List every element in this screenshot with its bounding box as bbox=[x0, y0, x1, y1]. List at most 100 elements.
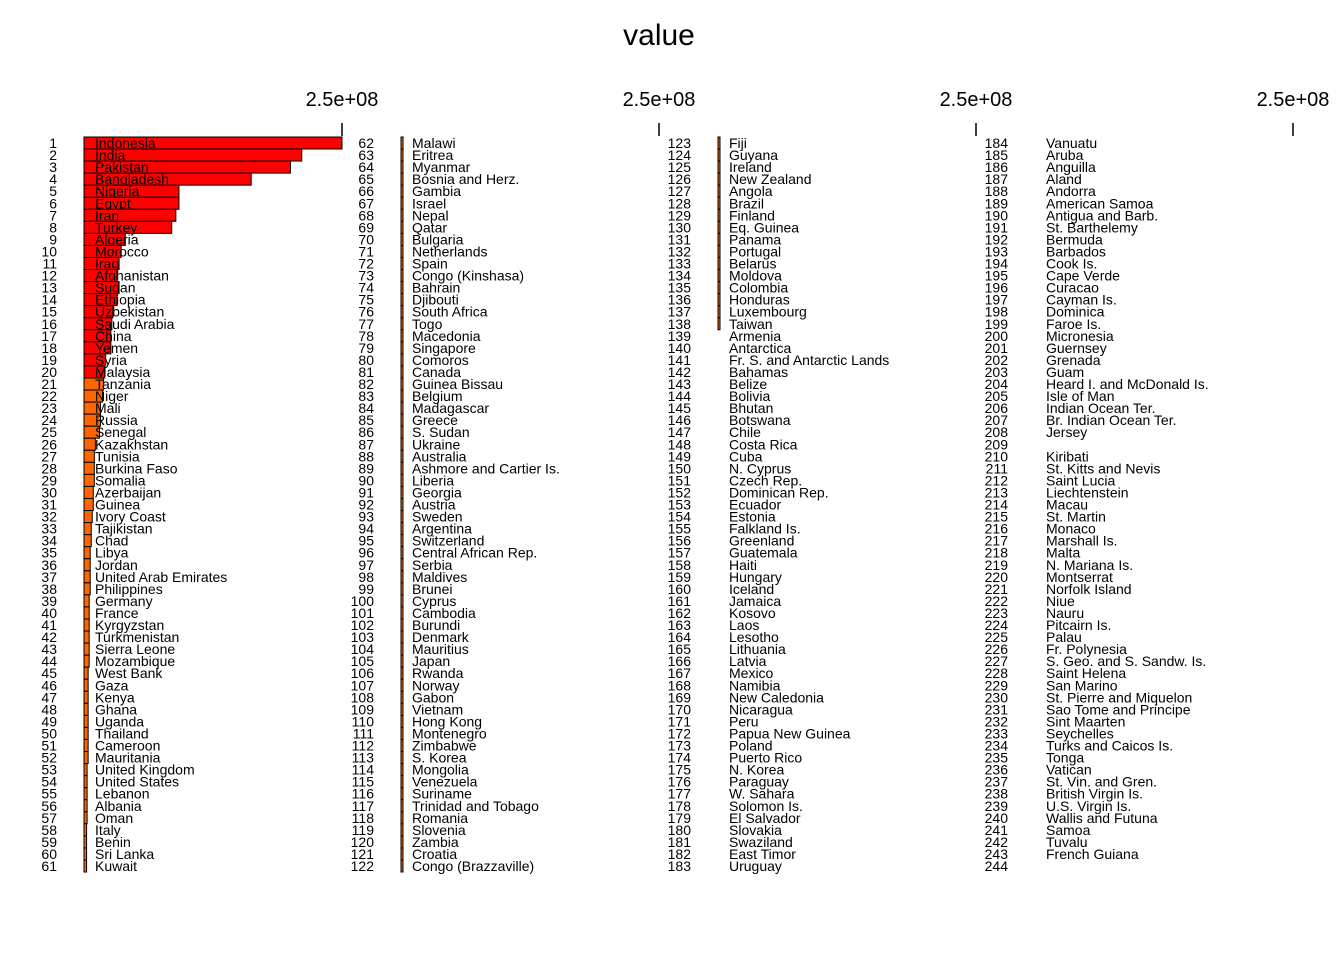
rank-label: 185 bbox=[985, 147, 1009, 163]
rank-label: 96 bbox=[358, 545, 374, 561]
rank-label: 235 bbox=[985, 750, 1009, 766]
rank-label: 39 bbox=[41, 593, 57, 609]
rank-label: 160 bbox=[668, 581, 692, 597]
rank-label: 62 bbox=[358, 135, 374, 151]
country-label: Afghanistan bbox=[95, 268, 169, 284]
rank-label: 36 bbox=[41, 557, 57, 573]
rank-label: 40 bbox=[41, 605, 57, 621]
country-label: Aruba bbox=[1046, 147, 1084, 163]
rank-label: 33 bbox=[41, 521, 57, 537]
country-label: Vietnam bbox=[412, 701, 463, 717]
bar bbox=[400, 160, 404, 174]
country-label: Mongolia bbox=[412, 762, 469, 778]
rank-label: 132 bbox=[668, 243, 692, 259]
country-label: Iceland bbox=[729, 581, 774, 597]
bar bbox=[400, 341, 404, 355]
rank-label: 217 bbox=[985, 533, 1009, 549]
rank-label: 134 bbox=[668, 268, 692, 284]
rank-label: 76 bbox=[358, 304, 374, 320]
country-label: Eritrea bbox=[412, 147, 453, 163]
rank-label: 203 bbox=[985, 364, 1009, 380]
rank-label: 125 bbox=[668, 159, 692, 175]
country-label: Jamaica bbox=[729, 593, 781, 609]
rank-label: 219 bbox=[985, 557, 1009, 573]
country-label: Dominica bbox=[1046, 304, 1105, 320]
country-label: Gaza bbox=[95, 677, 129, 693]
country-label: Lebanon bbox=[95, 786, 150, 802]
bar bbox=[400, 570, 404, 584]
rank-label: 8 bbox=[49, 219, 57, 235]
country-label: Tunisia bbox=[95, 448, 140, 464]
rank-label: 237 bbox=[985, 774, 1009, 790]
rank-label: 231 bbox=[985, 701, 1009, 717]
country-label: Italy bbox=[95, 822, 121, 838]
bar bbox=[83, 666, 89, 680]
rank-label: 162 bbox=[668, 605, 692, 621]
rank-label: 50 bbox=[41, 725, 57, 741]
country-label: Burundi bbox=[412, 617, 460, 633]
rank-label: 30 bbox=[41, 484, 57, 500]
rank-label: 236 bbox=[985, 762, 1009, 778]
country-label: Montserrat bbox=[1046, 569, 1113, 585]
bar bbox=[400, 859, 404, 873]
rank-label: 230 bbox=[985, 689, 1009, 705]
country-label: Haiti bbox=[729, 557, 757, 573]
country-label: Serbia bbox=[412, 557, 453, 573]
bar bbox=[400, 823, 404, 837]
bar bbox=[83, 751, 89, 765]
country-label: Georgia bbox=[412, 484, 462, 500]
rank-label: 149 bbox=[668, 448, 692, 464]
rank-label: 70 bbox=[358, 231, 374, 247]
bar bbox=[83, 835, 88, 849]
rank-label: 51 bbox=[41, 738, 57, 754]
country-label: Belize bbox=[729, 376, 767, 392]
country-label: Montenegro bbox=[412, 725, 487, 741]
rank-label: 16 bbox=[41, 316, 57, 332]
country-label: Togo bbox=[412, 316, 443, 332]
country-label: Antigua and Barb. bbox=[1046, 207, 1158, 223]
country-label: St. Martin bbox=[1046, 509, 1106, 525]
country-label: Djibouti bbox=[412, 292, 459, 308]
rank-label: 3 bbox=[49, 159, 57, 175]
country-label: Bulgaria bbox=[412, 231, 464, 247]
rank-label: 92 bbox=[358, 497, 374, 513]
rank-label: 163 bbox=[668, 617, 692, 633]
bar bbox=[400, 787, 404, 801]
country-label: Guernsey bbox=[1046, 340, 1107, 356]
bar bbox=[400, 425, 404, 439]
country-label: Botswana bbox=[729, 412, 791, 428]
rank-label: 24 bbox=[41, 412, 57, 428]
rank-label: 191 bbox=[985, 219, 1009, 235]
country-label: N. Mariana Is. bbox=[1046, 557, 1133, 573]
rank-label: 107 bbox=[351, 677, 375, 693]
bar bbox=[400, 666, 404, 680]
rank-label: 34 bbox=[41, 533, 57, 549]
rank-label: 174 bbox=[668, 750, 692, 766]
rank-label: 60 bbox=[41, 846, 57, 862]
country-label: Monaco bbox=[1046, 521, 1096, 537]
rank-label: 190 bbox=[985, 207, 1009, 223]
bar bbox=[83, 220, 173, 234]
country-label: Libya bbox=[95, 545, 129, 561]
country-label: Cambodia bbox=[412, 605, 476, 621]
bar bbox=[400, 196, 404, 210]
rank-label: 68 bbox=[358, 207, 374, 223]
bar bbox=[83, 799, 88, 813]
rank-label: 142 bbox=[668, 364, 692, 380]
country-label: Honduras bbox=[729, 292, 790, 308]
country-label: Chile bbox=[729, 424, 761, 440]
rank-label: 42 bbox=[41, 629, 57, 645]
rank-label: 227 bbox=[985, 653, 1009, 669]
country-label: Bolivia bbox=[729, 388, 770, 404]
country-label: Costa Rica bbox=[729, 436, 798, 452]
country-label: Saint Helena bbox=[1046, 665, 1126, 681]
bar bbox=[83, 714, 89, 728]
rank-label: 220 bbox=[985, 569, 1009, 585]
bar bbox=[400, 618, 404, 632]
rank-label: 131 bbox=[668, 231, 692, 247]
bar bbox=[83, 847, 88, 861]
rank-label: 4 bbox=[49, 171, 57, 187]
rank-label: 11 bbox=[42, 256, 57, 272]
chart-title: value bbox=[623, 19, 695, 52]
